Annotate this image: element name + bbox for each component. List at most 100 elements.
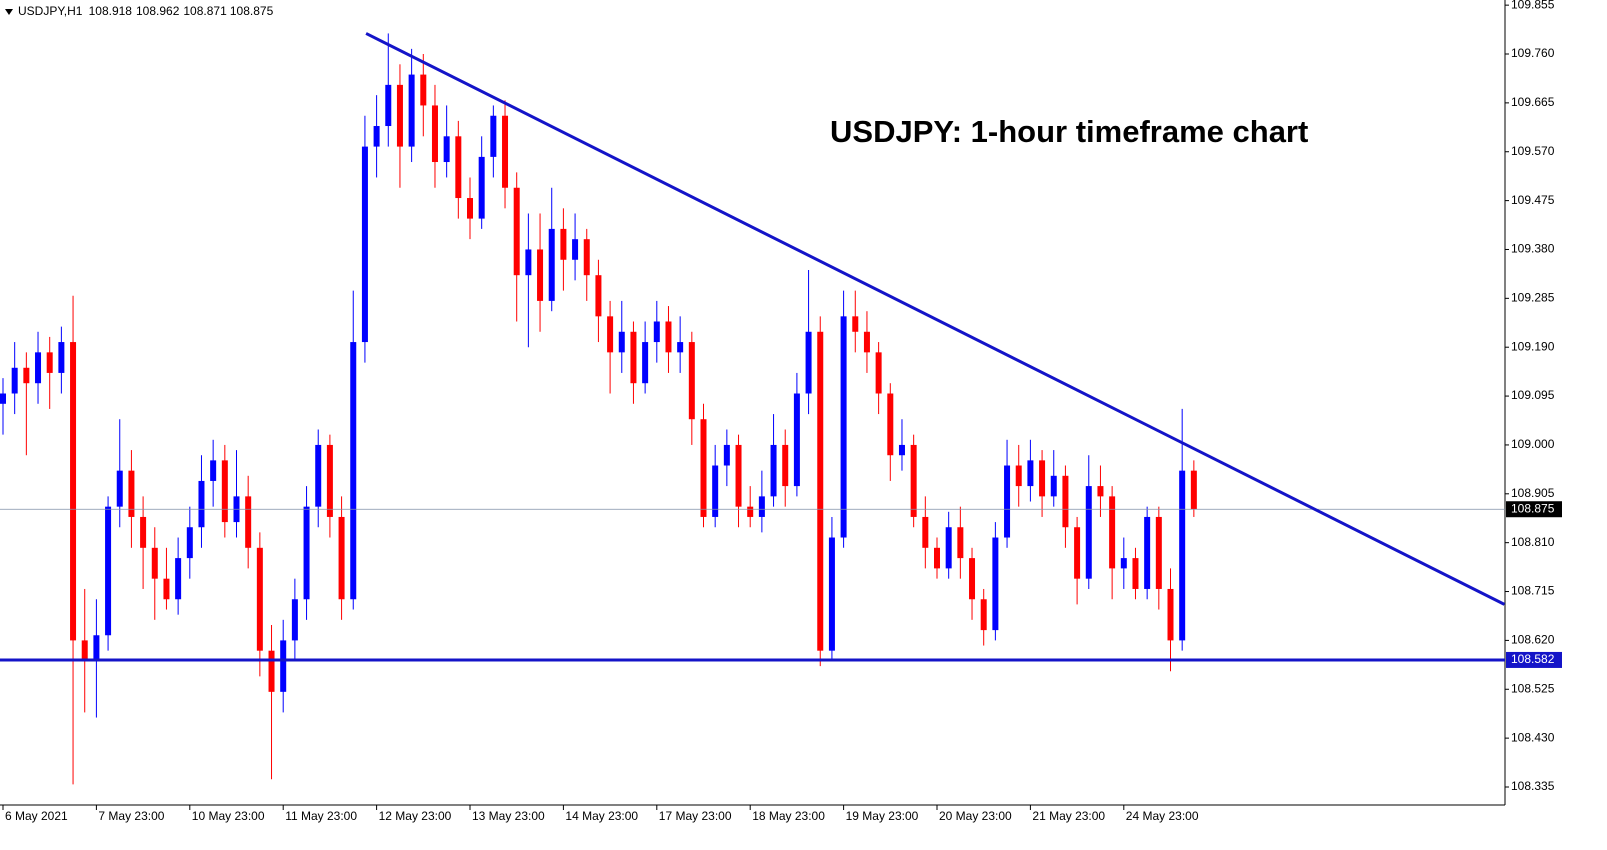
candle-body [245,496,252,548]
candle-body [548,228,555,301]
x-tick-label: 11 May 23:00 [285,809,357,823]
candle-body [23,367,30,384]
candle-body [385,84,392,127]
candle-body [630,331,637,384]
candle-body [105,506,112,636]
candle-body [922,516,929,548]
y-tick-label: 108.905 [1511,486,1555,500]
ohlc-open: 108.918 [89,4,133,18]
candle-body [793,393,800,487]
y-tick-label: 108.430 [1511,730,1555,744]
candle-body [1190,470,1197,510]
candle-body [828,537,835,651]
candle-body [373,126,380,147]
candle-body [268,650,275,692]
candle-body [934,547,940,569]
annotation: USDJPY: 1-hour timeframe chart [830,114,1308,149]
candle-body [840,316,847,538]
candle-body [1085,486,1092,579]
x-tick-label: 17 May 23:00 [659,809,732,823]
y-tick-label: 109.760 [1511,46,1555,60]
y-tick-label: 109.000 [1511,437,1555,451]
y-tick-label: 108.525 [1511,681,1555,695]
candle-body [198,480,205,528]
candle-body [1179,470,1186,641]
candle-body [665,321,672,353]
support-label: 108.582 [1511,652,1555,666]
menu-arrow[interactable] [5,9,13,15]
candle-body [443,136,450,163]
candle-body [560,228,567,260]
candle-body [1144,516,1151,589]
y-tick-label: 108.335 [1511,779,1555,793]
y-tick-label: 109.570 [1511,144,1555,158]
x-tick-label: 20 May 23:00 [939,809,1012,823]
candle-body [338,516,345,600]
candle-body [11,367,18,394]
candle-body [478,156,485,219]
candle-body [1015,465,1022,487]
candle-body [280,640,287,692]
current-price-label: 108.875 [1511,501,1555,515]
candle-body [1167,588,1174,641]
candle-body [303,506,310,600]
candle-body [513,187,520,276]
x-tick-label: 12 May 23:00 [379,809,452,823]
candle-body [93,635,100,661]
candle-body [58,342,65,373]
y-tick-label: 108.715 [1511,584,1555,598]
y-tick-label: 108.810 [1511,535,1555,549]
candle-body [46,352,53,373]
candle-body [887,393,894,456]
candle-body [1062,475,1069,528]
candle-body [186,527,193,559]
ohlc-close: 108.875 [230,4,274,18]
candle-body [35,352,42,384]
candle-body [151,547,158,579]
x-tick-label: 18 May 23:00 [752,809,825,823]
candle-body [0,393,6,404]
candle-body [1097,486,1104,497]
candle-body [431,105,438,163]
candle-body [175,558,182,600]
header: USDJPY,H1 108.918 108.962 108.871 108.875 [18,4,274,18]
x-tick-label: 10 May 23:00 [192,809,265,823]
candle-body [1027,460,1034,487]
candle-body [420,74,427,106]
x-tick-label: 13 May 23:00 [472,809,545,823]
candle-body [735,444,742,507]
candle-body [712,465,719,517]
candle-body [467,198,473,219]
candle-body [70,342,77,641]
y-tick-label: 109.285 [1511,291,1555,305]
candle-body [583,239,590,276]
candle-body [256,547,263,651]
x-tick-label: 21 May 23:00 [1032,809,1105,823]
candle-body [1039,460,1046,497]
candle-body [116,470,123,507]
candle-body [805,331,812,394]
symbol: USDJPY,H1 [18,4,83,18]
candle-body [537,249,544,301]
ohlc-low: 108.871 [183,4,227,18]
candle-body [326,444,333,517]
candle-body [315,444,322,507]
candle-body [782,444,789,487]
candle-body [607,316,614,353]
candle-body [992,537,999,631]
candle-body [945,527,952,569]
x-tick-label: 6 May 2021 [5,809,68,823]
current-price-box [1506,501,1562,518]
candle-body [688,342,695,420]
y-tick-label: 109.190 [1511,339,1555,353]
candle-body [1155,516,1162,589]
y-tick-label: 109.855 [1511,0,1555,11]
x-tick-label: 14 May 23:00 [565,809,638,823]
candle-body [758,496,765,517]
candle-body [770,444,777,497]
candle-body [1132,558,1139,589]
candle-body [898,444,905,456]
candle-body [396,84,403,147]
y-tick-label: 108.620 [1511,633,1555,647]
